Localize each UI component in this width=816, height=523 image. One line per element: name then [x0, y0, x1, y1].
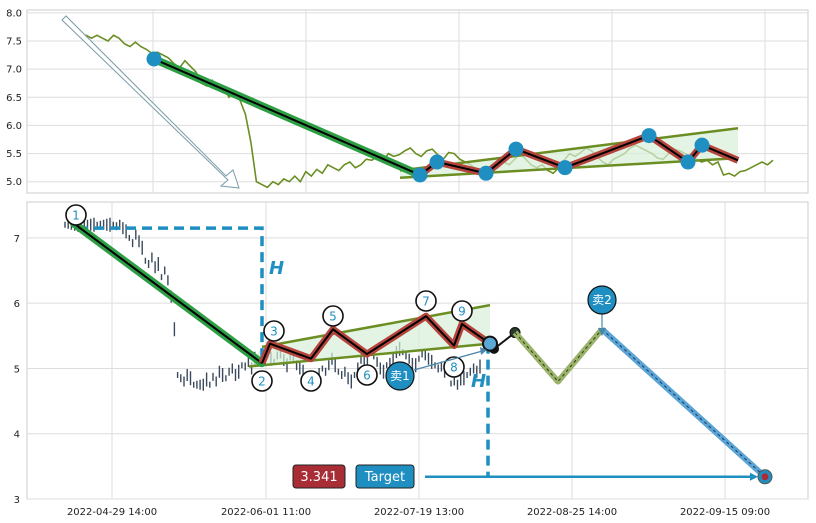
overview-trend-leg-core: [153, 58, 421, 176]
overview-pivot-marker: [680, 154, 696, 170]
pivot-label-number: 8: [450, 361, 458, 375]
pivot-label-circle: [451, 300, 473, 322]
projection-panel: 2022-04-29 14:00 2022-06-01 11:00 2022-07-…: [14, 201, 809, 518]
forecast-path-olive-core: [514, 328, 603, 383]
sell2-marker: [587, 285, 617, 315]
projection-trend-leg-core: [73, 222, 263, 365]
projection-y-tick: 4: [14, 430, 20, 441]
sell1-arrow-line: [413, 349, 487, 371]
overview-y-tick: 6.0: [6, 121, 22, 132]
overview-y-tick: 6.5: [6, 93, 22, 104]
sell2-arrowhead: [598, 328, 606, 336]
target-label-text: Target: [364, 470, 405, 485]
sell1-label: 卖1: [390, 369, 410, 383]
pivot-label-number: 5: [329, 310, 337, 324]
projection-zigzag-core: [261, 315, 491, 364]
target-arrowhead: [750, 472, 758, 481]
projection-x-tick: 2022-09-15 09:00: [680, 507, 770, 518]
pivot-label-circle: [443, 356, 465, 378]
breakout-marker: [482, 335, 498, 352]
pivot-label-number: 4: [307, 375, 315, 389]
target-value-text: 3.341: [300, 470, 337, 485]
pivot-label-circle: [263, 320, 285, 342]
overview-pivot-marker: [641, 128, 657, 144]
pivot-label-circle: [65, 204, 87, 226]
overview-y-tick: 7.0: [6, 65, 22, 76]
pivot-label-number: 6: [363, 369, 371, 383]
sell1-marker: [385, 361, 415, 391]
overview-pivot-marker: [412, 167, 428, 183]
pivot-label-circle: [251, 370, 273, 392]
overview-y-tick: 8.0: [6, 8, 22, 19]
overview-pivot-marker: [557, 160, 573, 176]
overview-pivot-marker: [694, 137, 710, 153]
target-point-core: [761, 473, 769, 481]
projection-y-tick: 3: [14, 495, 20, 506]
overview-panel: 8.0 7.5 7.0 6.5 6.0 5.5 5.0: [6, 8, 809, 194]
projection-x-tick: 2022-07-19 13:00: [374, 507, 464, 518]
overview-y-tick: 5.5: [6, 149, 22, 160]
target-label-pill: [355, 464, 415, 489]
projection-y-tick: 6: [14, 299, 20, 310]
pivot-label-circle: [356, 364, 378, 386]
forecast-path-blue-core: [601, 328, 766, 478]
target-value-pill: [292, 464, 346, 489]
pivot-label-number: 3: [270, 325, 278, 339]
projection-y-tick: 7: [14, 234, 20, 245]
projection-x-tick: 2022-08-25 14:00: [527, 507, 617, 518]
pivot-label-circle: [415, 290, 437, 312]
projection-price-bars: [64, 217, 481, 391]
sell2-label: 卖2: [592, 293, 612, 307]
projection-y-tick: 5: [14, 364, 20, 375]
overview-y-tick: 7.5: [6, 36, 22, 47]
pivot-label-number: 1: [72, 209, 80, 223]
pivot-label-number: 9: [458, 305, 466, 319]
overview-drop-arrow: [61, 15, 240, 189]
pivot-label-circle: [300, 370, 322, 392]
sell1-arrowhead: [480, 347, 487, 355]
height-label-right: H: [471, 371, 486, 392]
height-label-left: H: [269, 258, 284, 279]
overview-pivot-marker: [478, 165, 494, 181]
projection-x-tick: 2022-06-01 11:00: [221, 507, 311, 518]
pivot-label-number: 2: [258, 375, 266, 389]
overview-y-tick: 5.0: [6, 177, 22, 188]
projection-x-tick: 2022-04-29 14:00: [67, 507, 157, 518]
overview-pivot-marker: [508, 141, 524, 157]
pivot-label-number: 7: [422, 295, 430, 309]
height-measure-left: [78, 226, 264, 359]
overview-pivot-marker: [146, 51, 162, 67]
overview-pivot-marker: [429, 154, 445, 170]
pivot-label-circle: [322, 305, 344, 327]
